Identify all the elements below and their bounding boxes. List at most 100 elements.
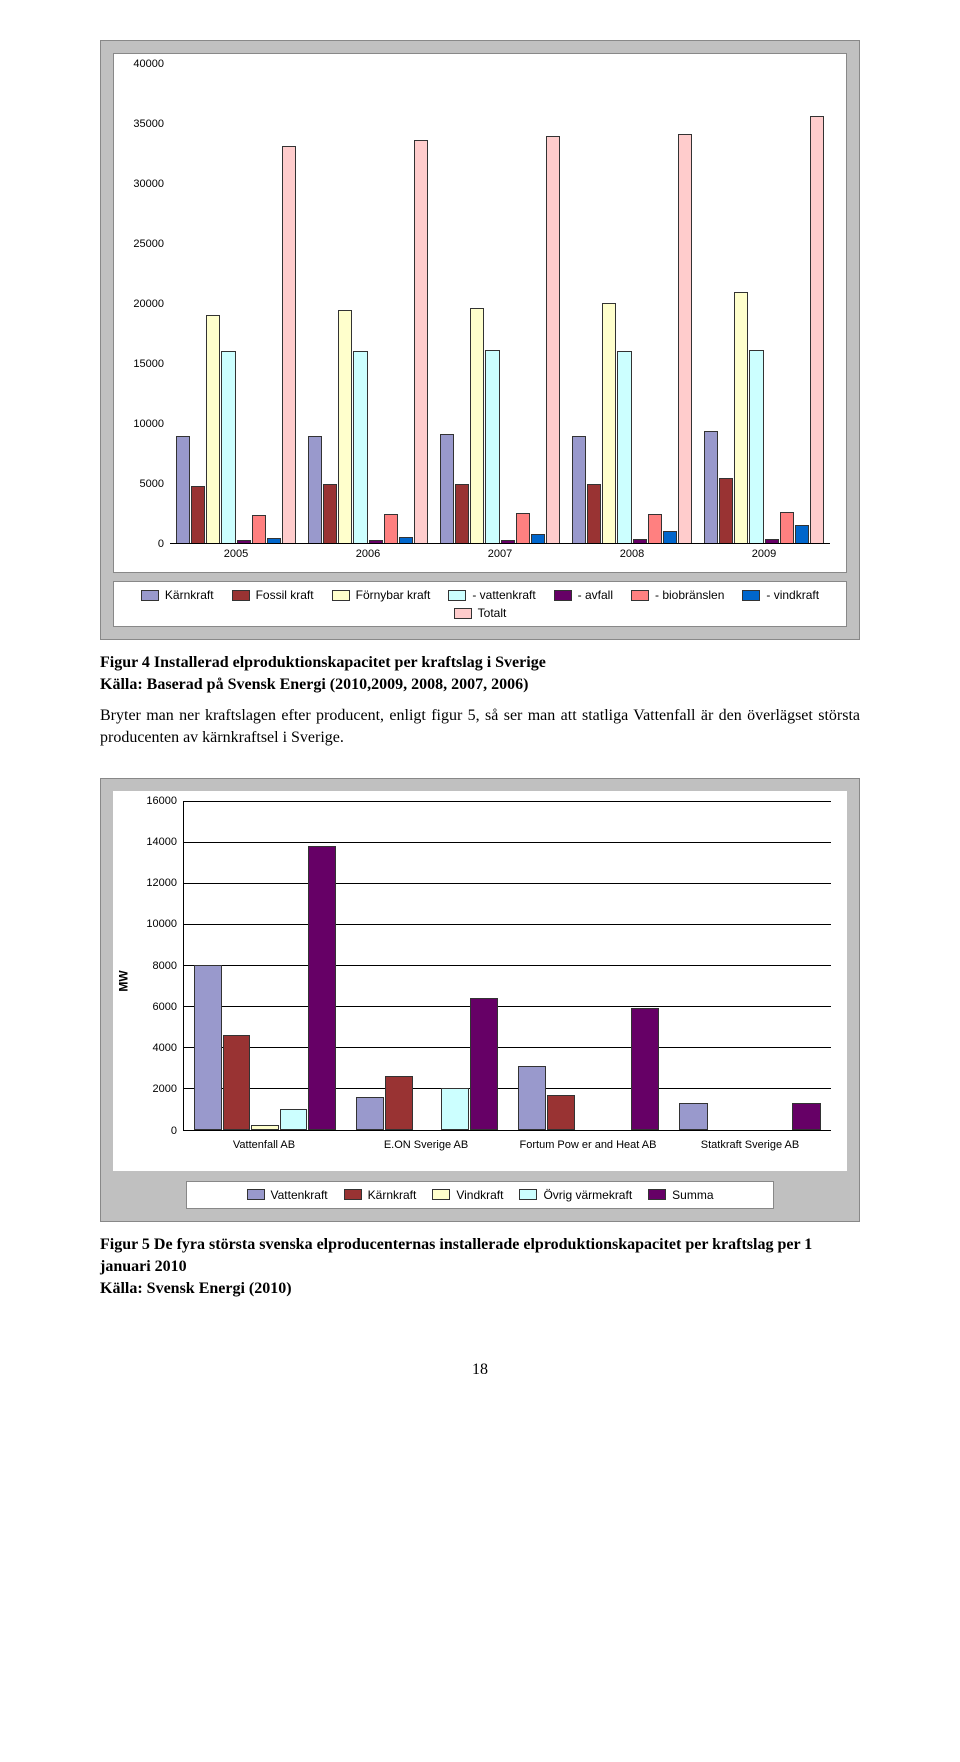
chart-1-x-tick: 2008	[566, 548, 698, 572]
chart-1-bar	[795, 525, 809, 544]
chart-1-legend-item: - vattenkraft	[448, 588, 535, 602]
chart-1-y-tick: 20000	[133, 298, 164, 310]
chart-1-x-tick: 2006	[302, 548, 434, 572]
chart-2-bar-groups	[184, 801, 831, 1130]
chart-1-plot-area	[170, 64, 830, 544]
chart-1-bar	[678, 134, 692, 544]
chart-2-bar	[792, 1103, 821, 1130]
chart-1-bar	[516, 513, 530, 544]
legend-swatch	[454, 608, 472, 619]
chart-1-legend-item: Kärnkraft	[141, 588, 214, 602]
chart-2-container: MW 0200040006000800010000120001400016000…	[100, 778, 860, 1222]
legend-label: Vattenkraft	[271, 1188, 328, 1202]
chart-2-y-tick: 4000	[153, 1042, 177, 1054]
chart-2-plot-frame: MW 0200040006000800010000120001400016000…	[113, 791, 847, 1171]
chart-1-group	[302, 64, 434, 544]
figure-4-title: Figur 4 Installerad elproduktionskapacit…	[100, 654, 546, 671]
chart-1-bar	[176, 436, 190, 544]
chart-2-y-label: MW	[117, 970, 131, 991]
chart-2-y-tick: 8000	[153, 960, 177, 972]
chart-2-y-tick: 16000	[146, 795, 177, 807]
chart-1-bar	[587, 484, 601, 544]
legend-swatch	[554, 590, 572, 601]
chart-2-legend-item: Summa	[648, 1188, 713, 1202]
page: 0500010000150002000025000300003500040000…	[0, 0, 960, 1419]
chart-1-x-axis-line	[170, 543, 830, 544]
chart-2-y-tick: 10000	[146, 918, 177, 930]
chart-2-legend-item: Övrig värmekraft	[519, 1188, 632, 1202]
chart-1-container: 0500010000150002000025000300003500040000…	[100, 40, 860, 640]
chart-2-bar	[280, 1109, 308, 1130]
chart-2-plot-area	[183, 801, 831, 1131]
chart-2-bar	[441, 1088, 469, 1129]
figure-5-caption: Figur 5 De fyra största svenska elproduc…	[100, 1234, 860, 1301]
chart-2-group	[669, 801, 831, 1130]
chart-2-group	[184, 801, 346, 1130]
legend-label: - biobränslen	[655, 588, 724, 602]
chart-1-y-tick: 0	[158, 538, 164, 550]
chart-1-y-tick: 25000	[133, 238, 164, 250]
chart-2-y-tick: 14000	[146, 836, 177, 848]
chart-2-x-tick: E.ON Sverige AB	[345, 1135, 507, 1171]
legend-label: - vindkraft	[766, 588, 819, 602]
chart-1-bar	[810, 116, 824, 544]
chart-2-y-tick: 0	[171, 1125, 177, 1137]
chart-1-bar	[704, 431, 718, 544]
chart-1-group	[698, 64, 830, 544]
legend-label: Kärnkraft	[165, 588, 214, 602]
chart-1-bar	[734, 292, 748, 544]
chart-1-bar	[617, 351, 631, 544]
chart-1-bar	[282, 146, 296, 544]
legend-label: Summa	[672, 1188, 713, 1202]
chart-2-bar	[631, 1008, 659, 1129]
chart-1-bar-groups	[170, 64, 830, 544]
chart-1-group	[566, 64, 698, 544]
chart-1-y-tick: 35000	[133, 118, 164, 130]
chart-2-x-tick: Vattenfall AB	[183, 1135, 345, 1171]
chart-1-y-tick: 15000	[133, 358, 164, 370]
chart-1-bar	[323, 484, 337, 544]
chart-1-plot-frame: 0500010000150002000025000300003500040000…	[113, 53, 847, 573]
chart-1-bar	[440, 434, 454, 544]
chart-1-x-tick: 2009	[698, 548, 830, 572]
legend-label: Övrig värmekraft	[543, 1188, 632, 1202]
chart-1-bar	[485, 350, 499, 544]
chart-1-legend-item: - avfall	[554, 588, 613, 602]
legend-swatch	[448, 590, 466, 601]
chart-1-group	[434, 64, 566, 544]
chart-1-legend-item: Förnybar kraft	[332, 588, 431, 602]
legend-swatch	[631, 590, 649, 601]
chart-1-legend-item: - biobränslen	[631, 588, 724, 602]
legend-label: Kärnkraft	[368, 1188, 417, 1202]
figure-5-title: Figur 5 De fyra största svenska elproduc…	[100, 1236, 812, 1275]
legend-swatch	[332, 590, 350, 601]
chart-1-bar	[470, 308, 484, 544]
legend-swatch	[232, 590, 250, 601]
body-paragraph: Bryter man ner kraftslagen efter produce…	[100, 705, 860, 750]
legend-swatch	[247, 1189, 265, 1200]
chart-1-bar	[602, 303, 616, 544]
chart-1-bar	[780, 512, 794, 544]
chart-1-bar	[206, 315, 220, 544]
legend-swatch	[432, 1189, 450, 1200]
chart-1-legend-item: Totalt	[454, 606, 507, 620]
chart-2-bar	[470, 998, 498, 1130]
chart-1-bar	[252, 515, 266, 544]
chart-2-legend-item: Kärnkraft	[344, 1188, 417, 1202]
chart-1-bar	[414, 140, 428, 544]
chart-1-y-axis: 0500010000150002000025000300003500040000	[114, 64, 170, 544]
chart-1-bar	[719, 478, 733, 544]
chart-2-bar	[518, 1066, 546, 1130]
chart-1-legend: Kärnkraft Fossil kraft Förnybar kraft - va…	[113, 581, 847, 627]
chart-2-x-axis: Vattenfall ABE.ON Sverige ABFortum Pow e…	[183, 1135, 831, 1171]
chart-2-bar	[385, 1076, 413, 1129]
chart-1-y-tick: 5000	[140, 478, 164, 490]
chart-1-x-axis: 20052006200720082009	[170, 548, 830, 572]
chart-1-legend-item: Fossil kraft	[232, 588, 314, 602]
chart-2-bar	[356, 1097, 384, 1130]
chart-1-bar	[546, 136, 560, 544]
chart-2-y-tick: 2000	[153, 1083, 177, 1095]
chart-2-y-tick: 12000	[146, 877, 177, 889]
chart-2-bar	[251, 1125, 279, 1129]
chart-2-group	[346, 801, 508, 1130]
